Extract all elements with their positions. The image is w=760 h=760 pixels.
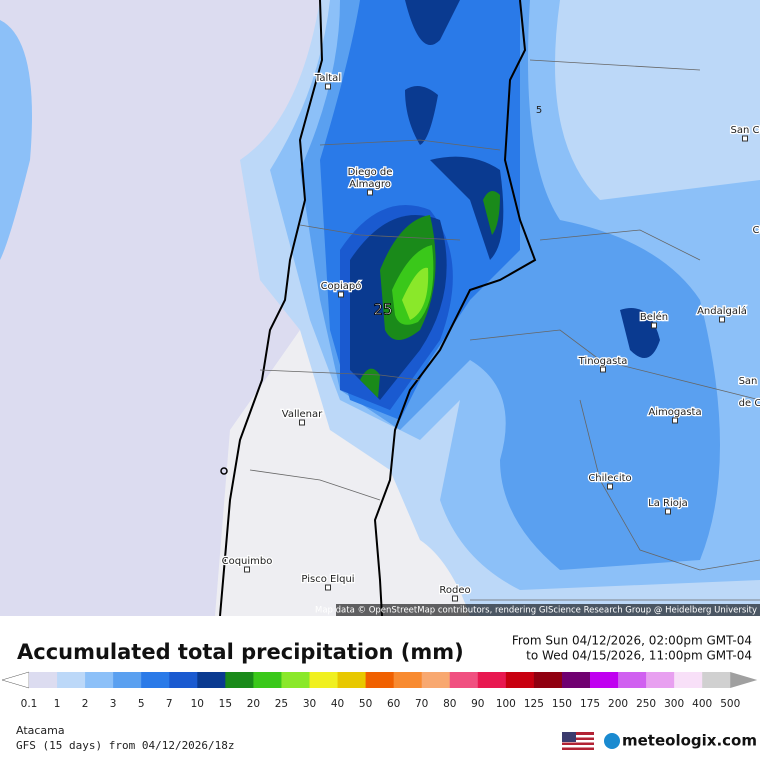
colorbar-label: 50	[359, 698, 372, 710]
colorbar-label: 300	[664, 698, 684, 710]
colorbar-swatch	[702, 672, 731, 688]
colorbar-swatch	[253, 672, 282, 688]
colorbar-label: 20	[247, 698, 260, 710]
city-marker	[651, 322, 657, 329]
colorbar-label: 2	[82, 698, 89, 710]
city-label: Almagro	[349, 179, 391, 190]
city-marker	[325, 584, 331, 591]
colorbar-label: 250	[636, 698, 656, 710]
colorbar-swatch	[337, 672, 367, 688]
colorbar-swatch	[169, 672, 198, 688]
colorbar-label: 1	[54, 698, 61, 710]
colorbar-swatch	[29, 672, 58, 688]
city-marker	[742, 135, 748, 142]
city-label: Taltal	[314, 73, 341, 84]
city-label: Belén	[640, 311, 668, 323]
colorbar-label: 175	[580, 698, 600, 710]
colorbar-swatch	[421, 672, 451, 688]
city-label: San C	[731, 125, 760, 136]
city-label: San	[739, 376, 758, 387]
colorbar-label: 10	[191, 698, 204, 710]
city-marker	[600, 366, 606, 373]
city-marker	[672, 417, 678, 424]
attribution: Map data © OpenStreetMap contributors, r…	[315, 606, 757, 616]
brand-logo	[604, 733, 620, 749]
city-label: Diego de	[348, 167, 393, 178]
city-marker	[665, 508, 671, 515]
colorbar-swatch	[561, 672, 591, 688]
colorbar-swatch	[449, 672, 479, 688]
city-label: Vallenar	[282, 409, 323, 420]
colorbar-swatch	[646, 672, 675, 688]
colorbar-swatch	[590, 672, 619, 688]
city-label: de C	[739, 398, 760, 409]
city-label: Rodeo	[439, 585, 470, 596]
city-marker	[367, 189, 373, 196]
colorbar-label: 15	[219, 698, 232, 710]
colorbar-label: 80	[443, 698, 456, 710]
city-label: Aimogasta	[648, 407, 701, 418]
city-label: Copiapó	[321, 280, 362, 292]
colorbar-label: 30	[303, 698, 316, 710]
colorbar-swatch	[477, 672, 507, 688]
colorbar-swatch	[309, 672, 339, 688]
city-label: Chilecito	[588, 473, 631, 484]
colorbar-swatch	[281, 672, 310, 688]
brand: meteologix.com	[622, 732, 757, 750]
colorbar: 0.1 1 2 3 5 7 10 15 20 25 30 40 50 60 70 80 90 100 125 150 1…	[1, 671, 758, 710]
colorbar-label: 100	[496, 698, 516, 710]
colorbar-swatch	[393, 672, 423, 688]
region: Atacama	[16, 724, 65, 737]
city-label: Coquimbo	[222, 556, 273, 567]
colorbar-label: 3	[110, 698, 117, 710]
colorbar-swatch	[197, 672, 226, 688]
date-from: From Sun 04/12/2026, 02:00pm GMT-04	[512, 634, 752, 648]
city-marker	[452, 595, 458, 602]
city-marker	[325, 83, 331, 90]
colorbar-swatch	[505, 672, 535, 688]
colorbar-label: 400	[692, 698, 712, 710]
city-label: C	[753, 225, 760, 236]
colorbar-label: 60	[387, 698, 400, 710]
city-marker	[719, 316, 725, 323]
colorbar-swatch	[365, 672, 395, 688]
colorbar-swatch	[674, 672, 703, 688]
colorbar-high-arrow	[730, 672, 758, 688]
colorbar-swatch	[533, 672, 563, 688]
legend-title: Accumulated total precipitation (mm)	[17, 640, 464, 664]
colorbar-label: 5	[138, 698, 145, 710]
model-info: GFS (15 days) from 04/12/2026/18z	[16, 739, 235, 752]
map: Map data © OpenStreetMap contributors, r…	[0, 0, 760, 617]
colorbar-label: 90	[471, 698, 484, 710]
city-label: Pisco Elqui	[301, 574, 354, 585]
city-marker	[607, 483, 613, 490]
map-annotation: 5	[536, 105, 542, 116]
map-annotation: 25	[373, 301, 392, 319]
city-label: La Rioja	[648, 498, 688, 509]
city-marker	[244, 566, 250, 573]
city-label: Tinogasta	[578, 356, 628, 367]
colorbar-label: 0.1	[21, 698, 38, 710]
colorbar-label: 125	[524, 698, 544, 710]
colorbar-label: 70	[415, 698, 428, 710]
city-label: Andalgalá	[697, 305, 747, 317]
colorbar-swatch	[225, 672, 254, 688]
date-to: to Wed 04/15/2026, 11:00pm GMT-04	[526, 649, 752, 663]
city-marker	[299, 419, 305, 426]
colorbar-label: 25	[275, 698, 288, 710]
colorbar-swatch	[85, 672, 114, 688]
colorbar-label: 7	[166, 698, 173, 710]
colorbar-swatch	[141, 672, 170, 688]
colorbar-label: 200	[608, 698, 628, 710]
colorbar-label: 150	[552, 698, 572, 710]
flag	[562, 732, 594, 750]
colorbar-swatch	[57, 672, 86, 688]
colorbar-swatch	[113, 672, 142, 688]
city-marker	[338, 291, 344, 298]
colorbar-label: 500	[720, 698, 740, 710]
colorbar-label: 40	[331, 698, 344, 710]
colorbar-swatch	[618, 672, 647, 688]
